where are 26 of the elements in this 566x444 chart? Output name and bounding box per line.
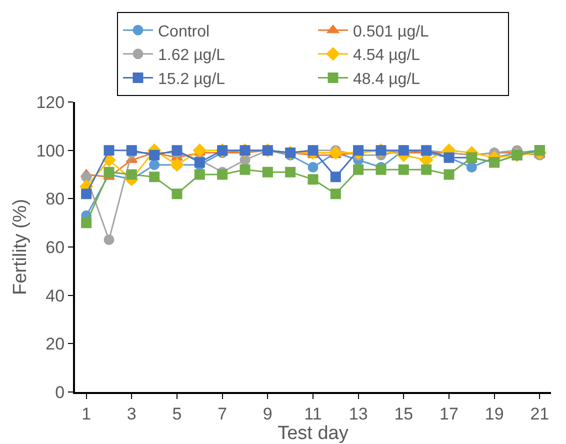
x-tick-label: 19 (484, 404, 504, 424)
x-tick-label: 15 (394, 404, 414, 424)
x-tick-label: 13 (348, 404, 368, 424)
x-tick-label: 7 (218, 404, 228, 424)
legend-label: 48.4 µg/L (353, 70, 420, 88)
x-tick-label: 3 (126, 404, 136, 424)
y-tick-label: 20 (46, 334, 65, 354)
x-tick-label: 9 (262, 404, 272, 424)
y-axis-title: Fertility (%) (10, 198, 31, 296)
y-tick-label: 120 (36, 92, 65, 112)
x-tick-label: 21 (530, 404, 550, 424)
y-tick-label: 100 (36, 141, 65, 160)
legend-label: 1.62 µg/L (158, 47, 226, 64)
x-tick-label: 1 (82, 404, 92, 424)
y-tick-label: 60 (46, 238, 65, 257)
x-tick-label: 17 (440, 404, 458, 424)
x-tick-label: 11 (304, 404, 322, 424)
legend-label: 15.2 µg/L (158, 70, 226, 88)
legend-label: Control (158, 23, 210, 40)
y-tick-label: 0 (55, 382, 65, 402)
legend-label: 4.54 µg/L (353, 47, 420, 64)
x-axis-title: Test day (278, 423, 349, 444)
y-tick-label: 80 (46, 190, 65, 209)
y-tick-label: 40 (46, 286, 65, 306)
x-tick-label: 5 (172, 404, 182, 424)
legend-label: 0.501 µg/L (353, 23, 430, 40)
